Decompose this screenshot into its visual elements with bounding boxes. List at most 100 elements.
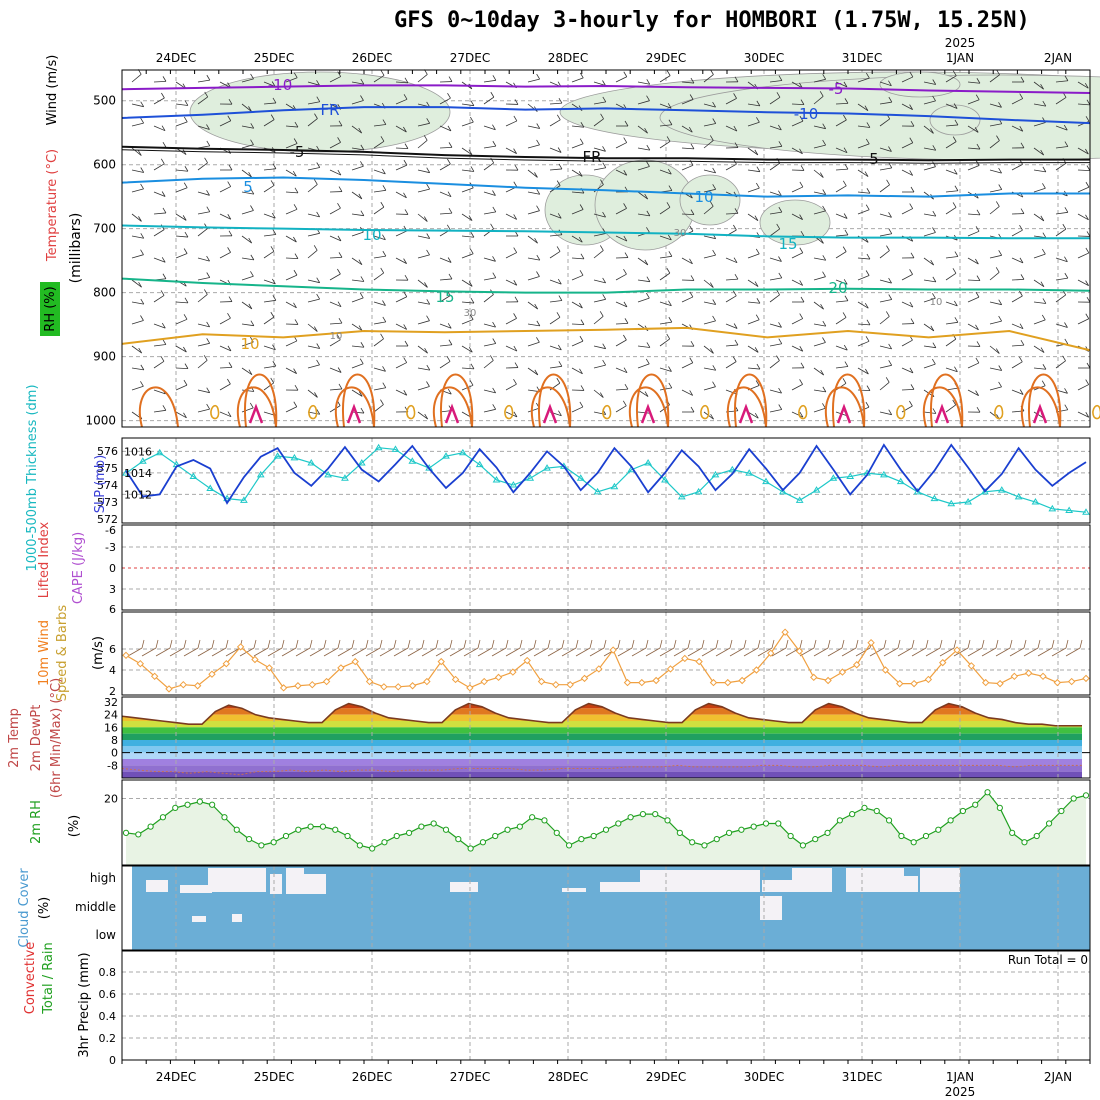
wind-barb (263, 316, 275, 325)
wind-barb (175, 169, 188, 172)
wind-barb-flag (183, 314, 188, 320)
wind-barb-flag (382, 250, 387, 257)
wind10-barb-flag (393, 639, 397, 649)
rh2m-series-point (947, 817, 954, 824)
wind-barb (659, 387, 672, 391)
wind-barb (505, 279, 517, 286)
cloud-gap (762, 880, 792, 892)
rh2m-series-point (590, 832, 597, 840)
wind-barb-flag (865, 336, 870, 342)
wind-barb (241, 210, 254, 215)
wind-barb (527, 210, 540, 215)
rh2m-series-point (332, 826, 339, 833)
wind10-speed-point (394, 683, 402, 691)
wind10-barb (869, 647, 885, 657)
wind-barb (285, 125, 298, 128)
wind-barb-flag (866, 122, 871, 128)
wind-barb-flag (800, 165, 805, 171)
wind-barb (791, 213, 803, 220)
wind-barb (417, 74, 428, 83)
wind-barb-flag (732, 290, 737, 297)
wind-barb (879, 279, 892, 284)
wind-barb-flag (953, 103, 958, 109)
wind-barb-flag (536, 337, 540, 343)
wind10-speed-point (509, 668, 517, 676)
wind-barb-flag (996, 69, 1000, 75)
rh2m-series-point (1070, 795, 1077, 802)
wind-barb-flag (337, 202, 341, 209)
wind-barb (417, 345, 428, 354)
wind10-barb (169, 647, 185, 657)
wind10-barb-flag (967, 639, 971, 649)
wind-barb-flag (380, 70, 385, 76)
precip-grid (175, 951, 1059, 1060)
wind-barb-flag (1086, 99, 1091, 106)
wind-barb-flag (755, 380, 760, 386)
wind10-barb (533, 647, 549, 657)
warm-contour (538, 373, 572, 428)
wind-barb (175, 384, 188, 391)
wind-barb-flag (975, 226, 980, 232)
wind-barb-flag (995, 348, 1000, 354)
wind-barb (505, 252, 517, 259)
date-label-bottom: 26DEC (352, 1070, 392, 1084)
thickness-hgrid (122, 450, 1090, 495)
wind-barb-flag (250, 188, 255, 195)
wind-barb-flag (426, 118, 431, 124)
wind-barb (791, 186, 804, 193)
hot-contour (444, 403, 460, 424)
wind-barb-flag (909, 301, 914, 308)
wind10-speed-point (824, 676, 832, 685)
wind-barb-flag (557, 213, 562, 219)
wind-barb-flag (426, 101, 430, 108)
li-tick: -3 (105, 541, 116, 554)
wind-barb-flag (183, 412, 187, 419)
wind-barb (659, 124, 672, 127)
wind-barb (747, 103, 760, 107)
wind-barb (549, 365, 562, 369)
contour-label: 30 (674, 228, 687, 239)
wind-barb (571, 301, 583, 309)
wind10-barb (589, 647, 605, 657)
wind-barb (923, 213, 936, 217)
wind-barb (879, 184, 890, 193)
wind-barb-flag (776, 289, 780, 295)
wind-barb-flag (998, 167, 1002, 174)
wind-barb (857, 367, 869, 375)
wind-barb (967, 323, 979, 331)
wind10-barb (827, 647, 843, 657)
wind-barb (527, 407, 540, 413)
wind-barb (373, 301, 386, 306)
thickness-series-point (677, 492, 686, 500)
wind-barb (131, 147, 142, 156)
wind-barb-flag (293, 204, 298, 210)
wind-barb (659, 103, 672, 109)
rh2m-series-point (442, 826, 450, 833)
wind-barb (813, 367, 824, 376)
wind-barb (395, 323, 407, 330)
warm-contour (628, 386, 669, 428)
wind-barb-flag (1019, 389, 1024, 395)
wind10-barb (323, 647, 339, 657)
wind-barb (175, 318, 188, 325)
wind-barb (527, 276, 540, 281)
wind-barb-flag (1085, 313, 1090, 319)
wind-barb-flag (183, 379, 188, 386)
wind10-barb (211, 647, 227, 657)
isotherm-line (121, 224, 1090, 240)
wind-barb (461, 345, 473, 353)
slp-tick: 1014 (124, 467, 152, 480)
wind10-barb (743, 647, 759, 657)
wind-barb (659, 301, 672, 307)
wind-barb-flag (468, 149, 473, 155)
wind-barb-flag (712, 101, 716, 108)
wind-barb-flag (843, 81, 848, 88)
wind-barb-flag (800, 296, 805, 303)
thickness-series-point (964, 498, 972, 505)
temp-band (122, 746, 1082, 753)
wind-barb-flag (579, 401, 584, 408)
wind-barb-flag (206, 124, 210, 130)
wind-barb-flag (888, 409, 893, 415)
wind10-barb-flag (743, 639, 747, 649)
